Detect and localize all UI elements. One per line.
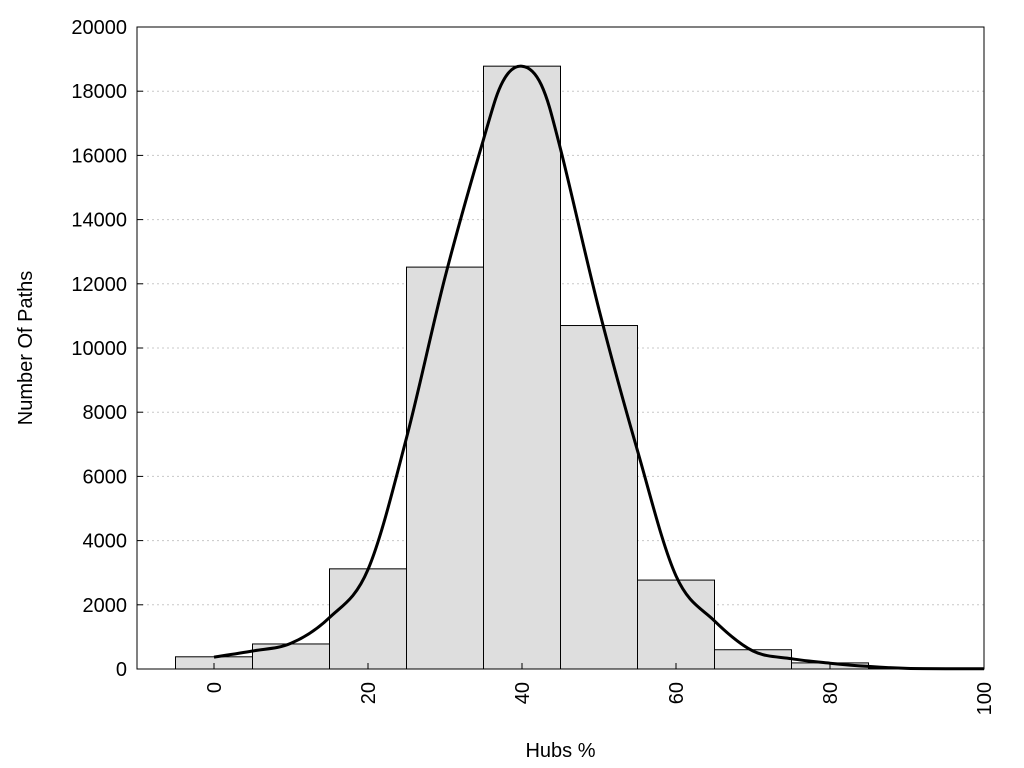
- x-tick-label: 100: [974, 682, 996, 715]
- histogram-bar: [406, 266, 484, 670]
- x-tick-label: 0: [204, 682, 226, 693]
- histogram-bar: [329, 568, 407, 670]
- y-tick-label: 6000: [83, 466, 128, 488]
- y-tick-label: 2000: [83, 595, 128, 617]
- y-tick-label: 18000: [71, 81, 127, 103]
- bars: [175, 65, 985, 670]
- x-tick-label: 80: [820, 682, 842, 704]
- y-tick-label: 8000: [83, 402, 128, 424]
- histogram-bar: [560, 325, 638, 670]
- y-tick-label: 14000: [71, 210, 127, 232]
- histogram-bar: [637, 579, 715, 670]
- x-tick-label: 20: [358, 682, 380, 704]
- axis-ticks: 0 2000 4000 6000 8000 10000 12000 14000 16000 180…: [71, 17, 996, 715]
- y-tick-label: 16000: [71, 145, 127, 167]
- x-tick-label: 40: [512, 682, 534, 704]
- y-tick-label: 12000: [71, 274, 127, 296]
- grid-lines: [137, 90, 984, 606]
- x-tick-label: 60: [666, 682, 688, 704]
- y-axis-label: Number Of Paths: [15, 271, 37, 426]
- fit-curve: [213, 64, 985, 671]
- y-tick-label: 20000: [71, 17, 127, 39]
- y-tick-label: 0: [116, 659, 127, 681]
- y-tick-label: 10000: [71, 338, 127, 360]
- y-tick-label: 4000: [83, 531, 128, 553]
- histogram-bar: [252, 643, 330, 670]
- histogram-bar: [483, 65, 561, 670]
- x-axis-label: Hubs %: [525, 740, 595, 762]
